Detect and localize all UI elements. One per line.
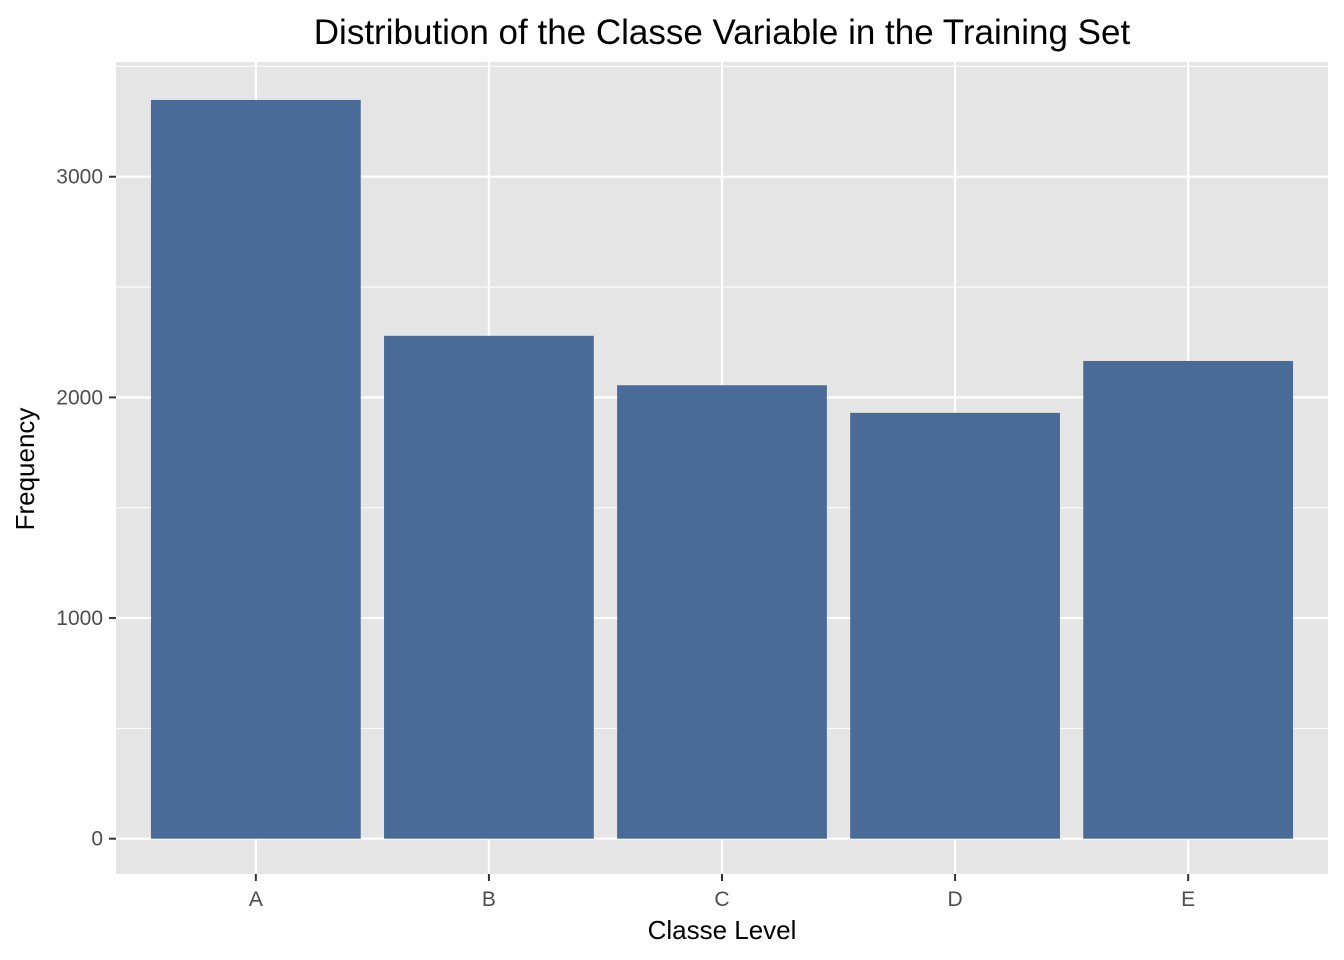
y-axis: 0 1000 2000 3000 xyxy=(56,166,116,851)
bar-d xyxy=(850,412,1060,839)
bar-c xyxy=(617,385,827,839)
x-axis: A B C D E xyxy=(249,874,1195,911)
y-tick-label: 0 xyxy=(91,828,103,851)
y-axis-title: Frequency xyxy=(10,408,40,531)
x-tick-label: E xyxy=(1181,888,1195,911)
bar-a xyxy=(150,99,361,839)
bar-b xyxy=(384,335,594,839)
bars-layer xyxy=(150,99,1294,839)
x-tick-label: A xyxy=(249,888,263,911)
y-tick-label: 2000 xyxy=(56,386,103,409)
bar-e xyxy=(1083,360,1294,839)
y-tick-label: 1000 xyxy=(56,607,103,630)
chart-title: Distribution of the Classe Variable in t… xyxy=(314,13,1131,52)
x-tick-label: D xyxy=(947,888,962,911)
x-tick-label: C xyxy=(714,888,729,911)
x-axis-title: Classe Level xyxy=(648,915,797,945)
y-tick-label: 3000 xyxy=(56,166,103,189)
x-tick-label: B xyxy=(482,888,496,911)
